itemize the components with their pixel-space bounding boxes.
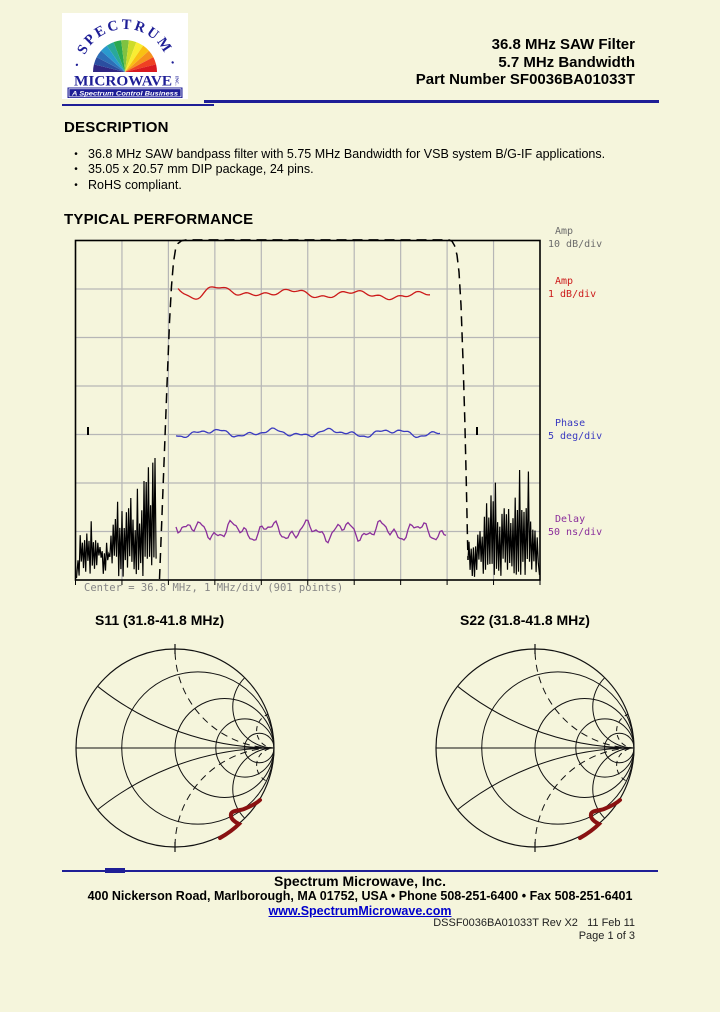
smith-charts bbox=[75, 644, 635, 852]
list-item: • RoHS compliant. bbox=[64, 178, 664, 193]
smith-s11-title: S11 (31.8-41.8 MHz) bbox=[95, 612, 225, 628]
frequency-response-plot bbox=[74, 239, 541, 585]
bullet-icon: • bbox=[74, 164, 78, 176]
description-heading: DESCRIPTION bbox=[64, 119, 169, 136]
bullet-icon: • bbox=[74, 179, 78, 191]
reflection-trace bbox=[218, 798, 262, 840]
footer-doc-ref: DSSF0036BA01033T Rev X2 11 Feb 11 bbox=[433, 917, 635, 929]
bullet-text: 35.05 x 20.57 mm DIP package, 24 pins. bbox=[88, 162, 314, 177]
bullet-text: 36.8 MHz SAW bandpass filter with 5.75 M… bbox=[88, 147, 606, 161]
description-list: • 36.8 MHz SAW bandpass filter with 5.75… bbox=[64, 147, 664, 193]
logo-inc-suffix: INC. bbox=[175, 76, 180, 86]
list-item: • 35.05 x 20.57 mm DIP package, 24 pins. bbox=[64, 162, 664, 177]
bullet-text: RoHS compliant. bbox=[88, 177, 182, 192]
footer-rule bbox=[62, 870, 658, 872]
phase-label: Phase 5 deg/div bbox=[548, 418, 603, 442]
performance-heading: TYPICAL PERFORMANCE bbox=[64, 211, 254, 228]
delay-label: Delay 50 ns/div bbox=[548, 514, 603, 538]
website-link[interactable]: www.SpectrumMicrowave.com bbox=[268, 904, 452, 918]
title-line-3: Part Number SF0036BA01033T bbox=[415, 71, 635, 88]
inband-amp-label: Amp 1 dB/div bbox=[548, 276, 597, 300]
smith-chart-s11 bbox=[75, 644, 275, 852]
reflection-trace bbox=[578, 798, 622, 840]
header-rule-left bbox=[62, 104, 214, 106]
logo-banner bbox=[67, 87, 183, 98]
title-line-1: 36.8 MHz SAW Filter bbox=[491, 36, 635, 53]
header-rule-right bbox=[204, 100, 659, 103]
smith-s22-title: S22 (31.8-41.8 MHz) bbox=[460, 612, 590, 628]
spectrum-microwave-logo: · SPECTRUM · MICROWAVE INC. A Spectrum C… bbox=[62, 13, 188, 99]
footer-page-number: Page 1 of 3 bbox=[578, 930, 635, 942]
title-line-2: 5.7 MHz Bandwidth bbox=[498, 53, 635, 71]
footer-website: www.SpectrumMicrowave.com bbox=[0, 904, 720, 918]
footer-company: Spectrum Microwave, Inc. bbox=[274, 873, 446, 889]
logo-graphic: · SPECTRUM · MICROWAVE INC. A Spectrum C… bbox=[67, 17, 183, 98]
document-title: 36.8 MHz SAW Filter 5.7 MHz Bandwidth Pa… bbox=[235, 36, 635, 89]
smith-chart-s22 bbox=[435, 644, 635, 852]
rainbow-fan-icon bbox=[93, 39, 157, 72]
footer-address: 400 Nickerson Road, Marlborough, MA 0175… bbox=[87, 889, 633, 903]
wideband-amp-label: Amp 10 dB/div bbox=[548, 226, 603, 250]
list-item: • 36.8 MHz SAW bandpass filter with 5.75… bbox=[64, 147, 664, 162]
plot-caption: Center = 36.8 MHz, 1 MHz/div (901 points… bbox=[84, 582, 344, 594]
bullet-icon: • bbox=[74, 149, 78, 160]
footer-rule-accent bbox=[105, 868, 125, 873]
logo-name: MICROWAVE bbox=[74, 74, 172, 90]
logo-banner-border bbox=[68, 88, 182, 98]
logo-tagline: A Spectrum Control Business bbox=[71, 91, 179, 98]
